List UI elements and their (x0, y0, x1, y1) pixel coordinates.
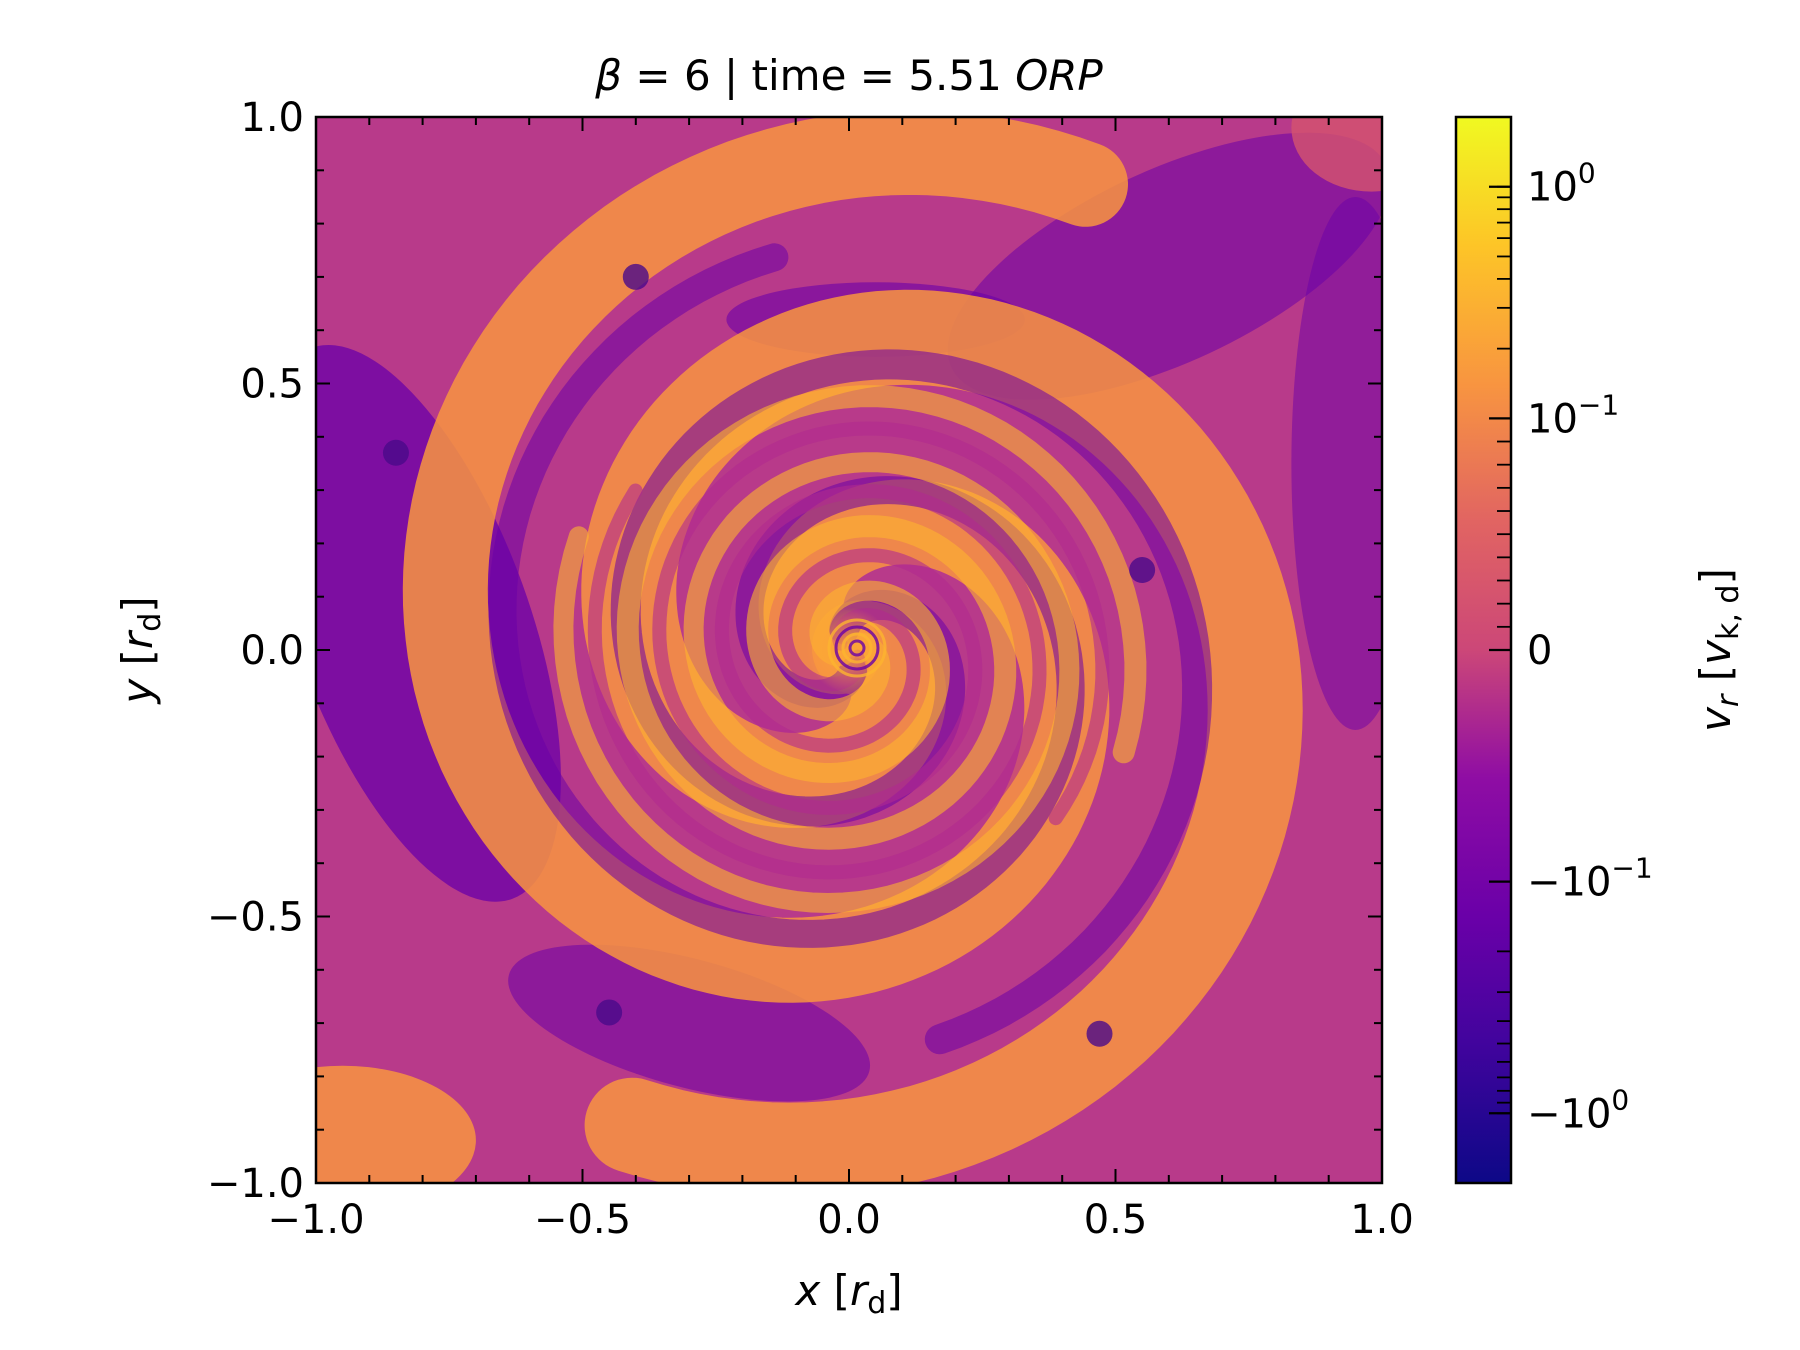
orange-region (316, 1065, 476, 1183)
x-tick-label: 0.5 (1084, 1197, 1148, 1243)
x-tick-label: −0.5 (534, 1197, 631, 1243)
axis-ticks: −1.0 −0.5 0.0 0.5 1.0 −1.0 −0.5 0.0 0.5 1.0 (207, 95, 1414, 1243)
y-tick-label: −1.0 (207, 1161, 304, 1207)
pink-region (1291, 117, 1382, 192)
x-tick-label: 1.0 (1350, 1197, 1414, 1243)
y-tick-label: 0.0 (240, 628, 304, 674)
colorbar-tick-label: 0 (1527, 628, 1552, 674)
fragment-clump (1086, 1020, 1113, 1047)
center-swirl (827, 618, 887, 678)
purple-region (508, 944, 871, 1102)
center-swirl (834, 625, 880, 671)
colorbar-tick-label: −10−1 (1527, 852, 1653, 906)
y-tick-label: 0.5 (240, 362, 304, 408)
chart-title: β = 6 | time = 5.51 ORP (594, 51, 1103, 100)
spiral-filament (652, 421, 1110, 826)
fragment-clump (622, 263, 649, 290)
y-tick-label: 1.0 (240, 95, 304, 141)
colorbar-tick-label: −100 (1527, 1083, 1629, 1137)
colorbar-ticks: 100 10−1 0 −10−1 −100 (1489, 116, 1653, 1184)
x-tick-label: −1.0 (267, 1197, 364, 1243)
y-tick-label: −0.5 (207, 895, 304, 941)
spiral-filament (553, 452, 1080, 914)
colorbar-tick-label: 10−1 (1527, 388, 1619, 442)
colorbar-label: vr [vk, d] (1691, 568, 1746, 732)
colorbar-tick-label: 100 (1527, 157, 1596, 211)
fragment-clump (596, 999, 623, 1026)
x-axis-label: x [rd] (793, 1266, 902, 1321)
spiral-filament (587, 483, 1047, 880)
fragment-clump (382, 439, 409, 466)
center-swirl (848, 639, 866, 657)
fragment-clump (1129, 557, 1156, 584)
heatmap-image (316, 117, 1382, 1183)
spiral-filament (616, 385, 1147, 850)
center-swirl (841, 632, 873, 664)
purple-region (1291, 197, 1382, 730)
y-axis-label: y [rd] (113, 596, 168, 705)
x-tick-label: 0.0 (817, 1197, 881, 1243)
